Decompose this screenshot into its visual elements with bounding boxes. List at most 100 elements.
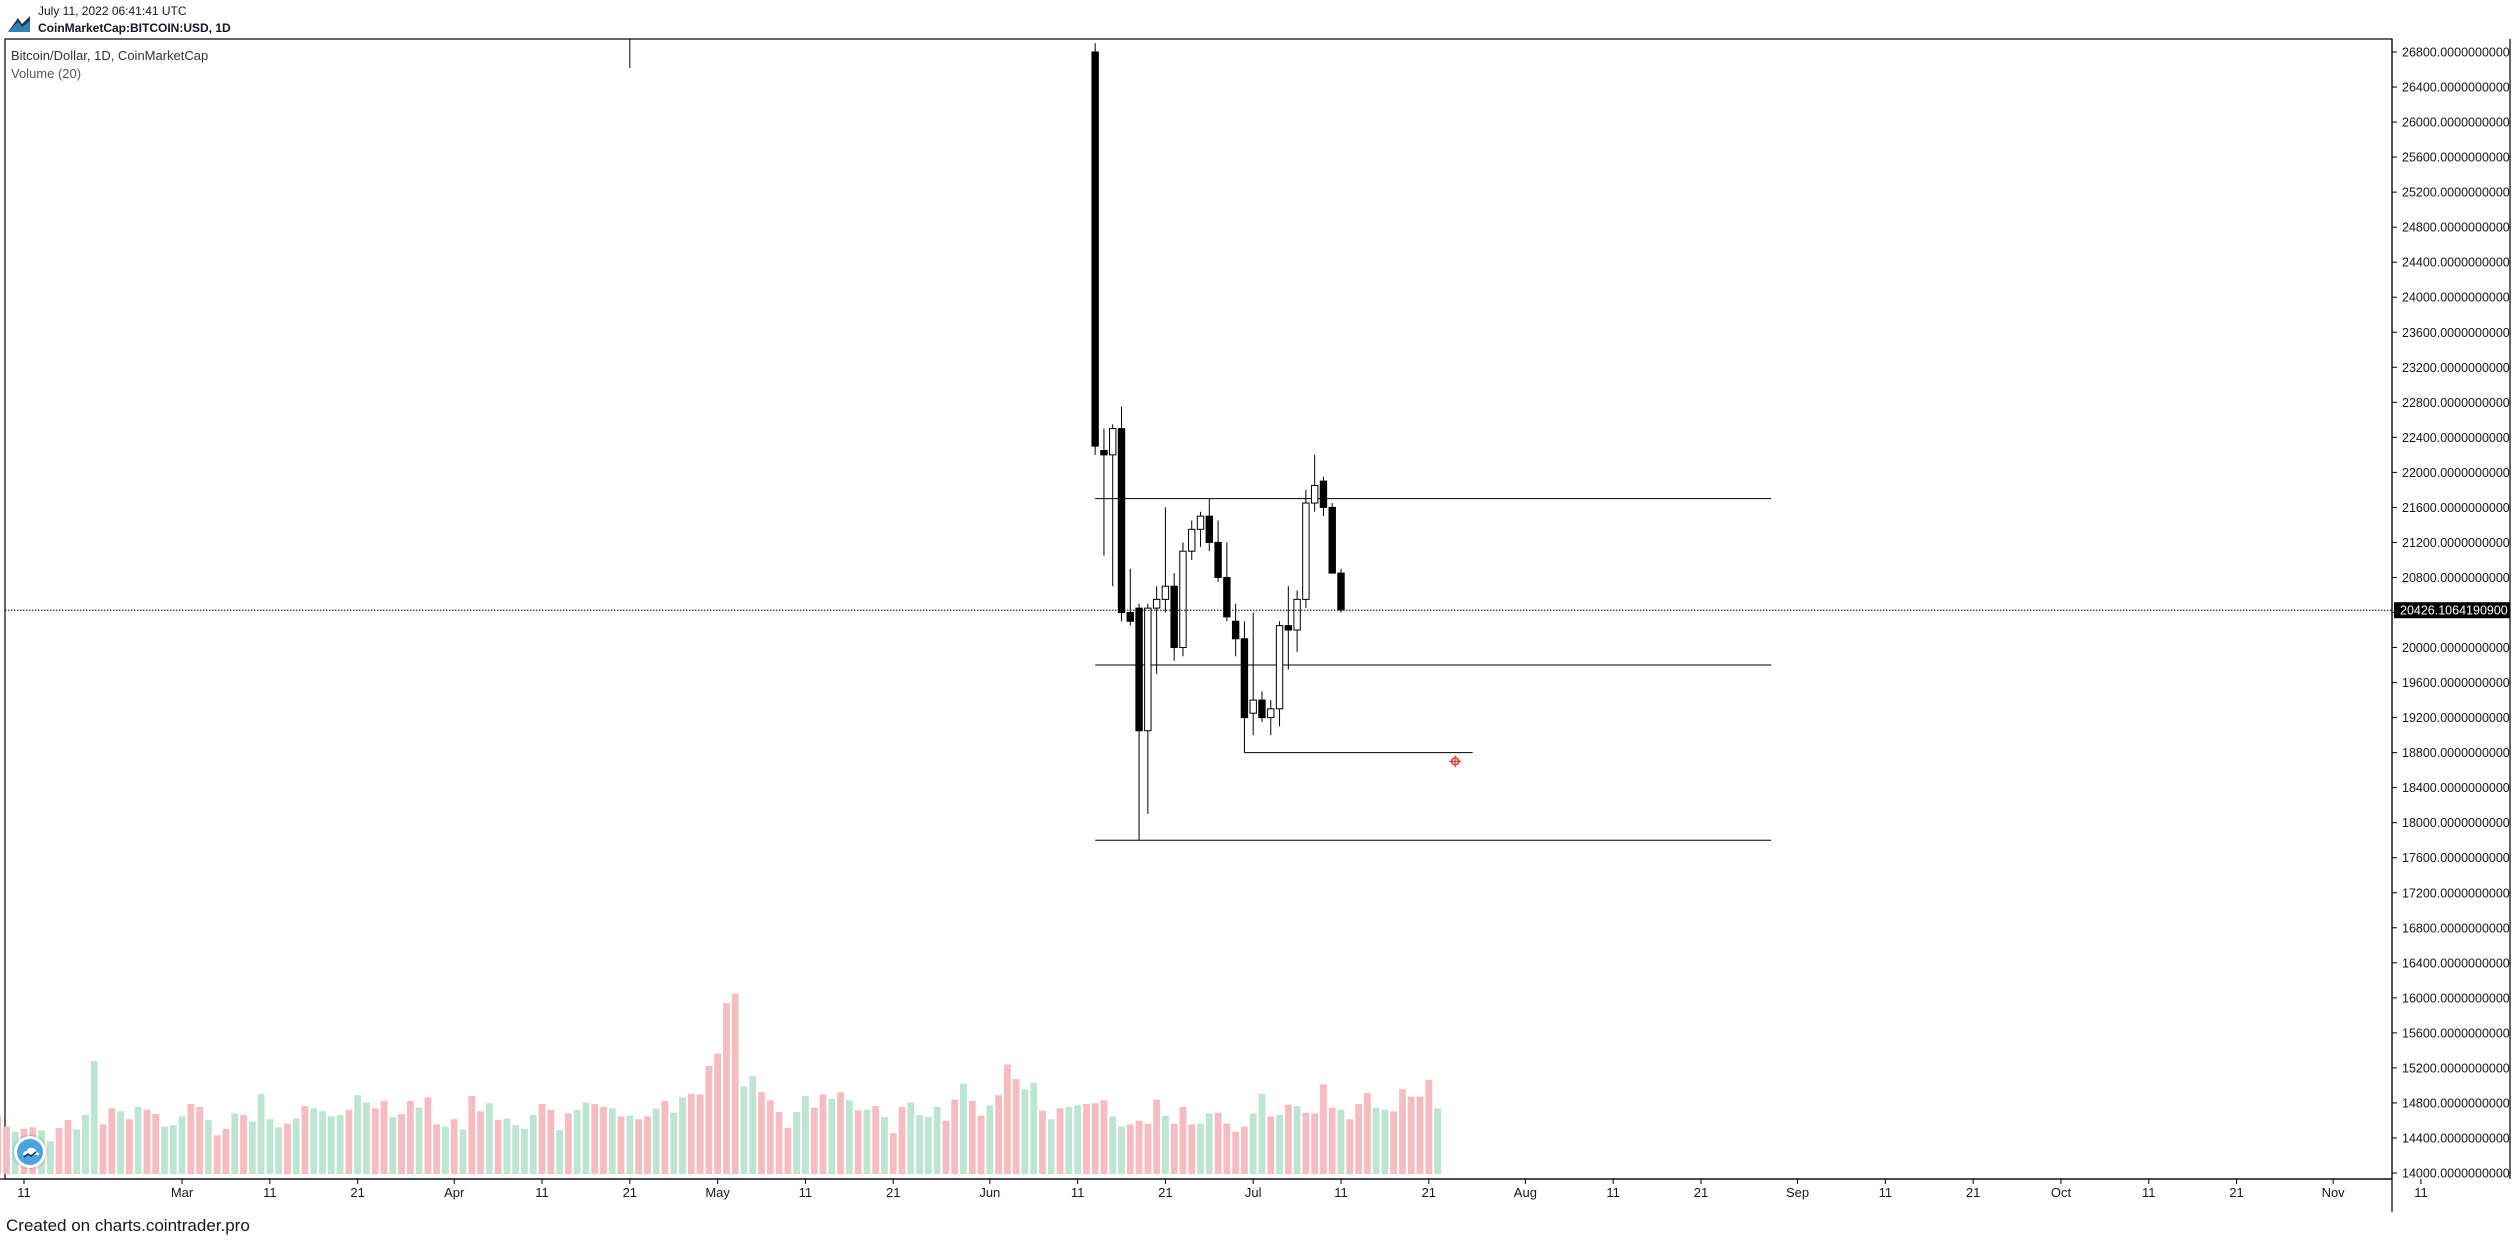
y-tick-label: 24000.0000000000 — [2402, 291, 2510, 305]
volume-bar — [1293, 1106, 1301, 1174]
y-tick-label: 16400.0000000000 — [2402, 956, 2510, 970]
volume-bar — [872, 1106, 880, 1174]
volume-bar — [749, 1076, 757, 1174]
volume-bar — [968, 1101, 976, 1174]
volume-bar — [1399, 1089, 1406, 1174]
volume-bar — [1232, 1131, 1240, 1174]
volume-legend[interactable]: Volume (20) — [11, 66, 82, 81]
volume-bar — [415, 1107, 423, 1174]
y-tick-label: 17200.0000000000 — [2402, 886, 2510, 900]
volume-bar — [1056, 1108, 1064, 1174]
volume-bar — [1328, 1107, 1336, 1174]
series-legend[interactable]: Bitcoin/Dollar, 1D, CoinMarketCap — [11, 48, 209, 63]
volume-bar — [187, 1103, 195, 1174]
candle-body — [1240, 638, 1249, 719]
y-tick-label: 16800.0000000000 — [2402, 921, 2510, 935]
candle-body — [1319, 480, 1328, 508]
x-tick-label: Jun — [979, 1185, 1000, 1200]
plot-frame — [4, 38, 2393, 1180]
volume-bar — [1179, 1106, 1187, 1174]
x-tick-label: 21 — [350, 1185, 364, 1200]
y-tick-label: 22400.0000000000 — [2402, 431, 2510, 445]
volume-bar — [354, 1095, 362, 1174]
candle-body — [1302, 502, 1310, 600]
volume-bar — [608, 1108, 616, 1174]
volume-bar — [222, 1128, 230, 1174]
volume-bar — [433, 1124, 441, 1174]
volume-bar — [161, 1126, 168, 1174]
volume-bar — [1153, 1099, 1161, 1174]
volume-bar — [512, 1125, 520, 1174]
last-price-label-bg — [2394, 602, 2510, 619]
volume-bar — [696, 1094, 704, 1174]
volume-bar — [494, 1119, 502, 1174]
volume-bar — [591, 1103, 599, 1174]
volume-bar — [1003, 1064, 1011, 1174]
volume-bar — [468, 1095, 476, 1174]
x-tick-label: Oct — [2051, 1185, 2072, 1200]
candle-body — [1275, 625, 1284, 710]
x-tick-label: Jul — [1245, 1185, 1262, 1200]
candle-body — [1249, 699, 1257, 714]
volume-bar — [714, 1053, 722, 1174]
volume-bar — [898, 1106, 906, 1174]
x-tick-label: Apr — [444, 1185, 465, 1200]
x-tick-label: 21 — [1694, 1185, 1708, 1200]
volume-bar — [995, 1095, 1002, 1174]
volume-bar — [134, 1106, 142, 1174]
volume-bar — [845, 1100, 853, 1174]
volume-bar — [0, 1115, 2, 1174]
volume-bar — [64, 1119, 72, 1174]
y-tick-label: 18000.0000000000 — [2402, 816, 2510, 830]
y-tick-label: 22000.0000000000 — [2402, 466, 2510, 480]
volume-bar — [1074, 1105, 1081, 1174]
volume-bar — [363, 1102, 370, 1174]
y-tick-label: 21200.0000000000 — [2402, 536, 2510, 550]
candle-body — [1135, 607, 1143, 732]
volume-bar — [82, 1114, 89, 1174]
candle-body — [1267, 708, 1275, 719]
volume-bar — [1100, 1100, 1108, 1174]
candle-body — [1179, 550, 1187, 649]
y-tick-label: 25600.0000000000 — [2402, 151, 2510, 165]
volume-bar — [301, 1106, 309, 1174]
volume-bar — [231, 1113, 239, 1174]
volume-bar — [775, 1111, 783, 1174]
candle-body — [1152, 598, 1161, 609]
volume-bar — [108, 1108, 116, 1174]
volume-bar — [310, 1108, 318, 1174]
volume-bar — [213, 1135, 221, 1174]
volume-bar — [1284, 1104, 1292, 1174]
volume-bar — [828, 1098, 836, 1174]
chart-header: July 11, 2022 06:41:41 UTC CoinMarketCap… — [0, 0, 2519, 40]
volume-bar — [1065, 1106, 1073, 1174]
volume-bar — [1223, 1123, 1231, 1174]
volume-bar — [802, 1095, 809, 1174]
volume-bar — [889, 1133, 897, 1174]
candle-body — [1161, 585, 1170, 600]
volume-bar — [1126, 1124, 1134, 1174]
candle-body — [1100, 449, 1108, 456]
y-tick-label: 24800.0000000000 — [2402, 221, 2510, 235]
volume-bar — [1135, 1120, 1143, 1174]
y-tick-label: 25200.0000000000 — [2402, 186, 2510, 200]
y-tick-label: 23600.0000000000 — [2402, 326, 2510, 340]
x-tick-label: 21 — [1422, 1185, 1436, 1200]
y-tick-label: 14000.0000000000 — [2402, 1167, 2510, 1181]
volume-bar — [679, 1097, 686, 1174]
volume-bar — [1188, 1124, 1196, 1174]
volume-bar — [99, 1124, 107, 1174]
volume-bar — [1214, 1112, 1222, 1174]
cloud-button[interactable] — [14, 1136, 46, 1168]
candle-body — [1188, 528, 1196, 552]
y-tick-label: 18400.0000000000 — [2402, 781, 2510, 795]
chart-canvas[interactable]: 14000.0000000000 14400.0000000000 14800.00… — [0, 38, 2519, 1212]
candle-body — [1109, 428, 1117, 456]
volume-bar — [345, 1109, 353, 1174]
volume-bar — [837, 1092, 844, 1174]
volume-bar — [55, 1128, 63, 1174]
volume-bar — [881, 1117, 888, 1174]
volume-bar — [626, 1115, 634, 1174]
volume-bar — [152, 1114, 160, 1174]
volume-bar — [1241, 1126, 1248, 1174]
